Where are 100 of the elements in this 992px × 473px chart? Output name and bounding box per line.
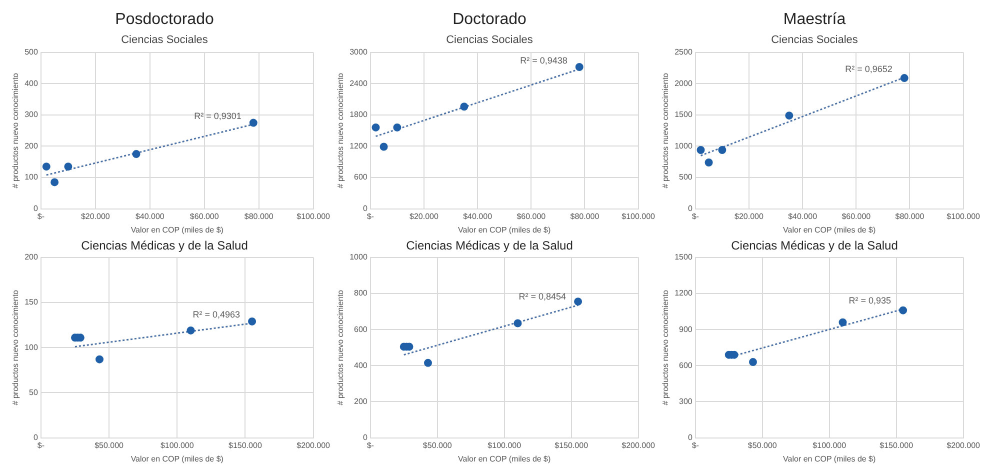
- x-tick-label: $100.000: [488, 440, 522, 450]
- y-tick-label: 2000: [674, 78, 693, 88]
- x-axis-title: Valor en COP (miles de $): [130, 454, 224, 464]
- x-tick-label: $-: [692, 212, 700, 221]
- y-axis-title: # productos nuevo conocimiento: [11, 289, 20, 406]
- y-tick-label: 1200: [350, 141, 368, 150]
- x-tick-label: $20.000: [80, 212, 110, 221]
- x-axis-title: Valor en COP (miles de $): [783, 225, 876, 234]
- x-tick-label: $-: [37, 440, 45, 450]
- point: [704, 158, 713, 167]
- x-tick-label: $100.000: [622, 212, 656, 221]
- y-tick-label: 400: [354, 360, 368, 370]
- x-tick-label: $20.000: [410, 212, 439, 221]
- x-tick-label: $100.000: [160, 440, 194, 450]
- x-axis-title: Valor en COP (miles de $): [458, 454, 551, 464]
- point: [132, 150, 140, 158]
- point: [574, 298, 582, 306]
- y-tick-label: 800: [354, 288, 368, 298]
- chart-title: Ciencias Médicas y de la Salud: [406, 238, 573, 253]
- x-tick-label: $150.000: [880, 440, 914, 450]
- annotation: R² = 0,8454: [518, 292, 566, 302]
- x-tick-label: $80.000: [895, 212, 925, 221]
- x-axis-title: Valor en COP (miles de $): [783, 454, 876, 464]
- point: [785, 112, 794, 120]
- y-tick-label: 150: [24, 298, 38, 307]
- y-tick-label: 600: [354, 324, 368, 334]
- y-tick-label: 0: [688, 433, 693, 442]
- x-tick-label: $50.000: [422, 440, 452, 450]
- point: [248, 317, 256, 326]
- x-tick-label: $40.000: [135, 212, 165, 221]
- point: [696, 146, 705, 154]
- x-tick-label: $200.000: [946, 440, 981, 450]
- point: [718, 146, 726, 154]
- point: [186, 326, 195, 334]
- x-tick-label: $200.000: [622, 440, 656, 450]
- x-tick-label: $100.000: [946, 212, 981, 221]
- x-axis-title: Valor en COP (miles de $): [130, 225, 224, 234]
- point: [249, 118, 258, 127]
- y-tick-label: 200: [354, 396, 368, 406]
- x-axis-title: Valor en COP (miles de $): [458, 225, 551, 234]
- y-tick-label: 2400: [350, 78, 368, 88]
- y-tick-label: 200: [24, 252, 38, 262]
- x-tick-label: $80.000: [244, 212, 274, 221]
- point: [838, 318, 847, 326]
- y-tick-label: 1500: [674, 252, 693, 262]
- y-tick-label: 400: [24, 78, 38, 88]
- point: [64, 162, 72, 171]
- chart-title: Maestría: [783, 11, 846, 28]
- y-axis-title: # productos nuevo conocimiento: [336, 72, 346, 188]
- annotation: R² = 0,4963: [192, 310, 240, 320]
- chart-subtitle: Ciencias Sociales: [121, 34, 208, 46]
- y-tick-label: 500: [679, 172, 693, 182]
- chart-subtitle: Ciencias Sociales: [446, 34, 534, 46]
- point: [899, 306, 908, 314]
- point: [96, 355, 104, 364]
- y-tick-label: 2500: [674, 48, 693, 57]
- x-tick-label: $60.000: [516, 212, 546, 221]
- y-axis-title: # productos nuevo conocimiento: [661, 289, 670, 406]
- x-tick-label: $80.000: [570, 212, 600, 221]
- annotation: R² = 0,9438: [520, 56, 568, 66]
- y-tick-label: 3000: [350, 48, 368, 57]
- x-tick-label: $-: [366, 440, 374, 450]
- x-tick-label: $50.000: [748, 440, 778, 450]
- point: [424, 358, 432, 367]
- chart-subtitle: Ciencias Sociales: [771, 34, 858, 46]
- y-tick-label: 50: [29, 388, 38, 397]
- y-tick-label: 1200: [674, 288, 693, 298]
- annotation: R² = 0,9301: [194, 110, 242, 121]
- x-tick-label: $-: [366, 212, 374, 221]
- y-tick-label: 900: [679, 324, 693, 334]
- y-tick-label: 600: [679, 360, 693, 370]
- x-tick-label: $100.000: [812, 440, 847, 450]
- x-tick-label: $150.000: [228, 440, 262, 450]
- point: [749, 358, 757, 366]
- x-tick-label: $-: [692, 440, 700, 450]
- annotation: R² = 0,9652: [845, 64, 892, 74]
- chart-title: Doctorado: [452, 11, 527, 28]
- x-tick-label: $40.000: [788, 212, 818, 221]
- y-tick-label: 0: [362, 204, 368, 214]
- y-tick-label: 300: [679, 396, 693, 406]
- y-tick-label: 100: [24, 172, 38, 182]
- y-axis-title: # productos nuevo conocimiento: [11, 72, 20, 188]
- point: [514, 319, 522, 328]
- x-tick-label: $150.000: [554, 440, 589, 450]
- y-tick-label: 0: [33, 204, 38, 214]
- x-tick-label: $40.000: [463, 212, 493, 221]
- y-tick-label: 1000: [674, 141, 693, 150]
- point: [393, 123, 402, 132]
- y-tick-label: 1500: [674, 110, 693, 120]
- point: [50, 178, 59, 186]
- point: [42, 162, 50, 171]
- chart-title: Ciencias Médicas y de la Salud: [81, 238, 248, 253]
- x-tick-label: $20.000: [734, 212, 764, 221]
- point: [575, 63, 584, 71]
- chart-title: Posdoctorado: [115, 11, 214, 28]
- chart-title: Ciencias Médicas y de la Salud: [731, 238, 898, 253]
- x-tick-label: $60.000: [190, 212, 220, 221]
- y-tick-label: 0: [688, 204, 693, 214]
- point: [460, 102, 468, 111]
- x-tick-label: $50.000: [94, 440, 124, 450]
